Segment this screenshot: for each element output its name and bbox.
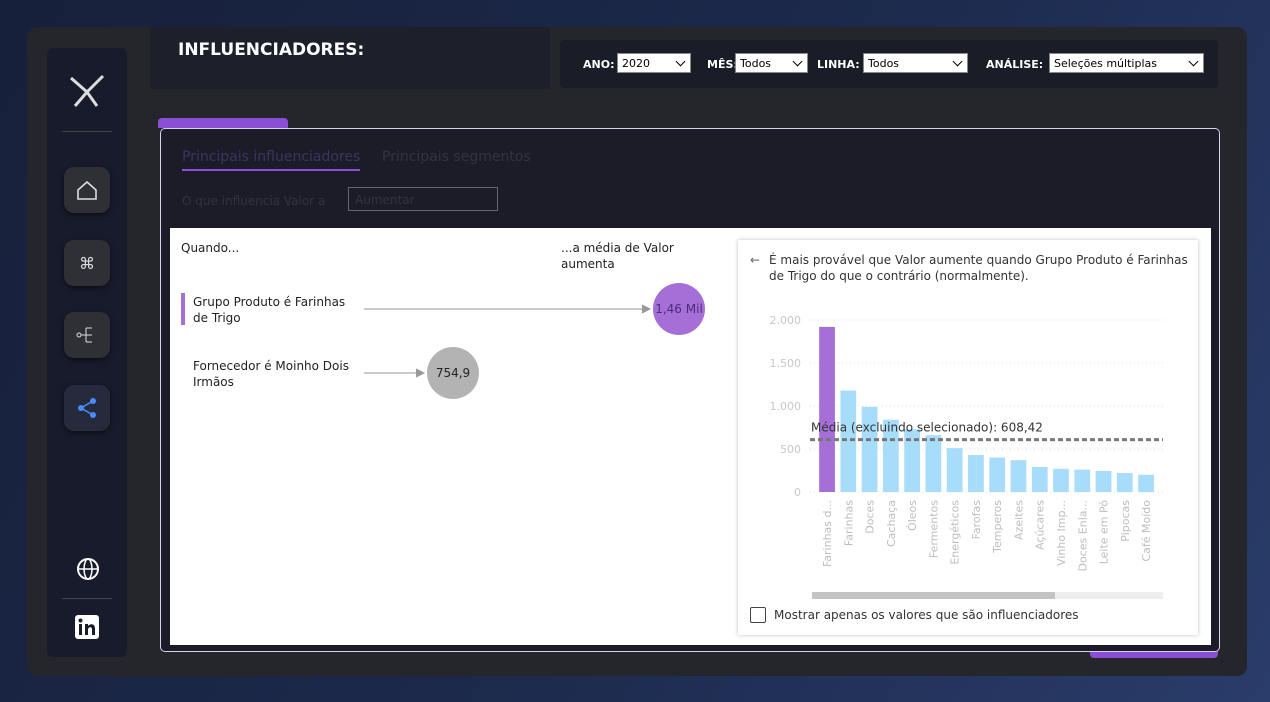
y-tick-label: 1.500 — [770, 357, 802, 370]
influencer-arrows — [364, 283, 705, 399]
x-tick-label: Farinhas d... — [821, 500, 834, 567]
selected-marker — [181, 293, 185, 325]
bar — [946, 448, 963, 492]
accent — [158, 118, 288, 128]
tab[interactable]: Principais segmentos — [382, 149, 531, 165]
y-tick-label: 2.000 — [770, 314, 802, 327]
bar — [861, 406, 878, 492]
bar — [882, 419, 899, 492]
bar — [1031, 467, 1048, 492]
accent — [1090, 650, 1218, 658]
bar — [1074, 469, 1091, 492]
x-tick-label: Fermentos — [927, 500, 940, 558]
x-tick-label: Doces — [864, 500, 877, 534]
question-select[interactable]: Aumentar — [348, 187, 498, 211]
x-tick-label: Vinho Imp... — [1055, 500, 1068, 566]
svg-text:⌘: ⌘ — [79, 254, 95, 273]
x-tick-label: Pipocas — [1119, 500, 1132, 542]
back-arrow[interactable]: ← — [750, 253, 761, 267]
linkedin-icon[interactable] — [74, 614, 100, 640]
reference-label: Média (excluindo selecionado): 608,42 — [811, 421, 1043, 435]
globe-icon[interactable] — [75, 556, 101, 582]
x-tick-label: Energéticos — [949, 500, 962, 565]
bar — [1095, 470, 1112, 492]
y-tick-label: 1.000 — [770, 400, 802, 413]
x-tick-label: Farinhas — [842, 500, 855, 546]
filter-label: MÊS: — [707, 58, 738, 71]
bar — [819, 326, 835, 492]
bar — [989, 457, 1006, 492]
influencer-value: 754,9 — [435, 366, 471, 380]
filter-select[interactable]: 2020 — [617, 53, 691, 73]
bar — [1053, 468, 1069, 492]
tab[interactable]: Principais influenciadores — [182, 149, 361, 171]
influencer-label[interactable]: Fornecedor é Moinho Dois Irmãos — [193, 359, 349, 389]
divider — [62, 131, 112, 132]
checkbox-label: Mostrar apenas os valores que são influe… — [774, 608, 1079, 622]
scrollbar-thumb[interactable] — [812, 592, 1055, 599]
x-tick-label: Leite em Pó — [1098, 500, 1111, 565]
influencer-value: 1,46 Mil — [655, 302, 703, 316]
question: O que influencia Valor a — [182, 194, 326, 208]
header-panel — [150, 27, 550, 89]
y-tick-label: 0 — [794, 486, 801, 499]
bar-chart: 0 500 1.000 1.500 2.000 Farinhas d... Farinhas… — [770, 314, 1163, 599]
influencer-button[interactable] — [64, 385, 110, 431]
logo — [70, 74, 105, 107]
x-tick-label: Açúcares — [1034, 500, 1047, 550]
x-tick-label: Farofas — [970, 500, 983, 540]
page-title: INFLUENCIADORES: — [178, 40, 365, 60]
tree-button[interactable] — [64, 312, 110, 358]
x-tick-label: Óleos — [906, 500, 919, 531]
command-button[interactable]: ⌘ — [64, 240, 110, 286]
filter-label: ANÁLISE: — [986, 58, 1044, 71]
divider — [62, 598, 112, 599]
influencer-label[interactable]: Grupo Produto é Farinhas de Trigo — [193, 295, 346, 325]
filter-select[interactable]: Todos — [863, 53, 968, 73]
detail-text: É mais provável que Valor aumente quando… — [769, 253, 1188, 283]
bar — [925, 435, 942, 492]
result-header: ...a média de Valor aumenta — [561, 241, 674, 271]
x-tick-label: Doces Enla... — [1076, 500, 1089, 571]
filter-label: ANO: — [583, 58, 615, 71]
bar — [1138, 474, 1154, 492]
bar — [1010, 460, 1027, 492]
x-tick-label: Cachaça — [885, 500, 898, 547]
x-tick-label: Azeites — [1012, 500, 1025, 540]
bar — [1116, 473, 1133, 492]
home-button[interactable] — [64, 167, 110, 213]
checkbox[interactable] — [750, 607, 766, 623]
detail-card — [738, 240, 1198, 635]
bar — [904, 429, 920, 492]
filter-select[interactable]: Todos — [735, 53, 808, 73]
bar — [840, 390, 857, 492]
when-header: Quando... — [181, 241, 240, 255]
x-tick-label: Café Moído — [1140, 500, 1153, 562]
filter-label: LINHA: — [817, 58, 860, 71]
x-tick-label: Temperos — [991, 500, 1004, 554]
y-tick-label: 500 — [780, 443, 801, 456]
filter-select[interactable]: Seleções múltiplas — [1049, 53, 1204, 73]
bar — [968, 455, 984, 492]
